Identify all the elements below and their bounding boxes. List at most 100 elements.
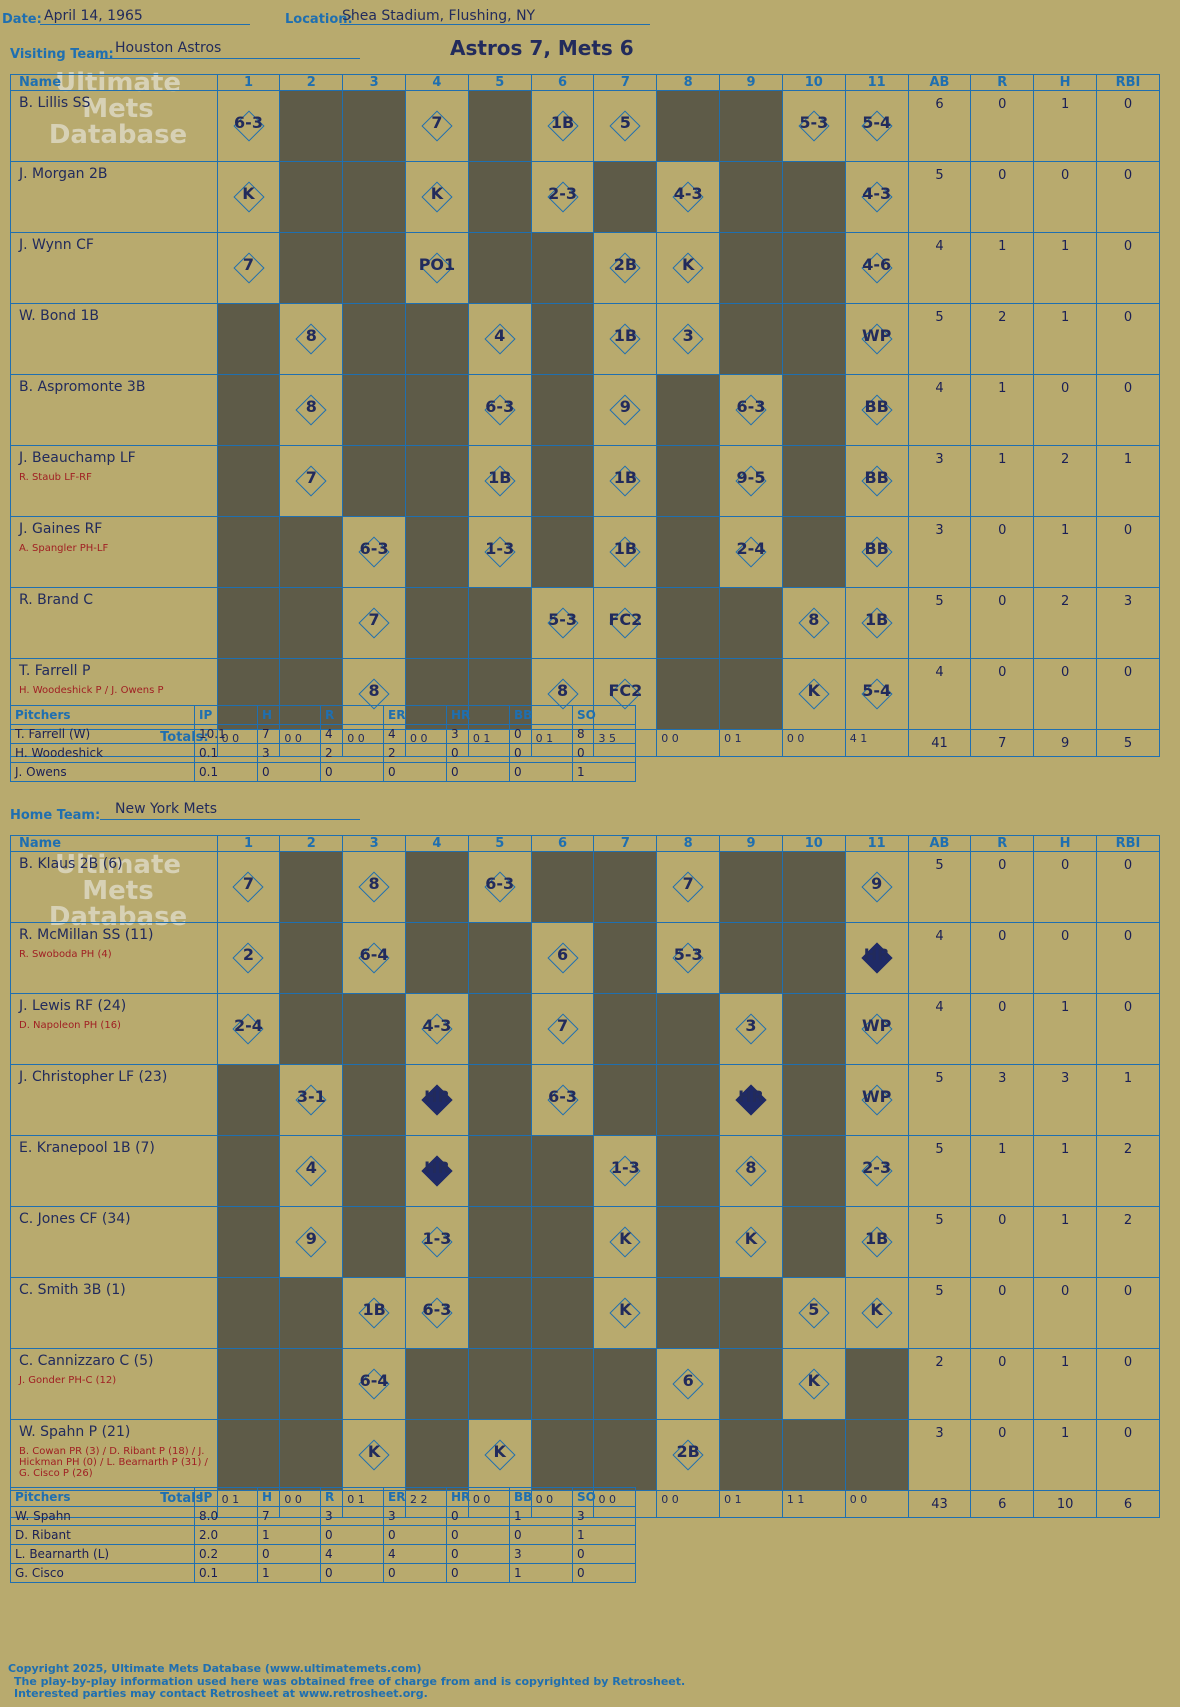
at-bat-cell: 6-4: [342, 922, 407, 994]
at-bat-result: 1B: [613, 539, 638, 558]
player-stat-r: 0: [970, 516, 1035, 588]
at-bat-result: 5-4: [862, 681, 892, 700]
at-bat-cell: [719, 90, 783, 162]
at-bat-cell: 7: [405, 90, 469, 162]
at-bat-cell: [405, 922, 469, 994]
pitcher-stat: 0: [446, 1563, 510, 1583]
at-bat-cell: HR: [844, 922, 909, 994]
at-bat-cell: [781, 516, 846, 588]
player-stat-rbi: 0: [1096, 851, 1160, 923]
pitcher-name: J. Owens: [10, 762, 195, 782]
player-stat-r: 0: [970, 658, 1035, 730]
location-label: Location:: [285, 12, 353, 27]
visiting-value: Houston Astros: [115, 40, 222, 56]
at-bat-cell: [279, 161, 344, 233]
player-stat-h: 1: [1033, 90, 1097, 162]
at-bat-cell: [781, 303, 846, 375]
player-stat-h: 1: [1033, 1135, 1097, 1207]
player-name-cell: J. Christopher LF (23): [10, 1064, 218, 1136]
at-bat-cell: [405, 516, 469, 588]
player-stat-h: 1: [1033, 516, 1097, 588]
substitute-names: A. Spangler PH-LF: [19, 543, 109, 554]
at-bat-cell: [342, 303, 407, 375]
inning-total-runs-hits: 4 1: [844, 729, 909, 757]
at-bat-cell: [530, 1419, 595, 1491]
at-bat-result: 9: [305, 1229, 317, 1248]
at-bat-cell: HR: [719, 1064, 783, 1136]
at-bat-cell: [781, 993, 846, 1065]
at-bat-cell: 1-3: [467, 516, 532, 588]
at-bat-result: K: [619, 1229, 632, 1248]
pitcher-stat: 1: [572, 762, 636, 782]
at-bat-cell: [279, 587, 344, 659]
team-total-h: 9: [1033, 729, 1097, 757]
pitcher-header-bb: BB: [509, 1487, 573, 1507]
at-bat-cell: [719, 161, 783, 233]
at-bat-cell: [719, 303, 783, 375]
player-name: B. Klaus 2B (6): [19, 856, 123, 872]
at-bat-result: 3: [682, 326, 694, 345]
player-stat-h: 1: [1033, 1419, 1097, 1491]
player-row: B. Klaus 2B (6) 7 8 6-3 7 9 5 0 0 0: [10, 851, 1160, 923]
player-name: J. Gaines RF: [19, 521, 103, 537]
player-row: B. Aspromonte 3B 8 6-3 9 6-3 BB 4 1 0 0: [10, 374, 1161, 446]
at-bat-result: 2-4: [234, 1016, 263, 1035]
at-bat-result: 8: [368, 681, 380, 700]
at-bat-result: 2-4: [736, 539, 766, 558]
at-bat-cell: 2-3: [844, 1135, 909, 1207]
at-bat-cell: [467, 232, 532, 304]
pitcher-stat: 0: [509, 762, 573, 782]
pitcher-stat: 0: [446, 762, 510, 782]
at-bat-result: 1B: [362, 1300, 386, 1319]
stat-header-r: R: [970, 835, 1035, 852]
at-bat-cell: 5: [781, 1277, 846, 1349]
at-bat-cell: [405, 445, 469, 517]
at-bat-cell: 1B: [844, 1206, 909, 1278]
at-bat-result: 5-4: [862, 113, 892, 132]
pitcher-stat: 0: [446, 1525, 510, 1545]
pitcher-header-so: SO: [572, 705, 636, 725]
footer-copyright: Copyright 2025, Ultimate Mets Database (…: [8, 1662, 422, 1675]
at-bat-cell: [781, 851, 846, 923]
player-stat-rbi: 0: [1095, 161, 1161, 233]
inning-header-7: 7: [593, 835, 658, 852]
at-bat-cell: K: [342, 1419, 407, 1491]
stat-header-ab: AB: [907, 835, 972, 852]
team-total-ab: 43: [907, 1490, 972, 1518]
home-label: Home Team:: [10, 808, 101, 823]
at-bat-cell: [530, 1348, 595, 1420]
player-stat-h: 3: [1033, 1064, 1097, 1136]
player-name: B. Lillis SS: [19, 95, 91, 111]
at-bat-cell: BB: [844, 516, 909, 588]
player-stat-rbi: 2: [1096, 1135, 1160, 1207]
inning-total-runs-hits: 0 0: [844, 1490, 909, 1518]
at-bat-result: BB: [864, 397, 889, 416]
pitcher-row: J. Owens 0.1 0 0 0 0 0 1: [10, 762, 636, 782]
inning-total-runs-hits: 0 0: [656, 729, 721, 757]
at-bat-cell: [467, 1348, 532, 1420]
at-bat-cell: 6-3: [467, 374, 532, 446]
player-stat-ab: 5: [907, 1064, 972, 1136]
pitcher-row: G. Cisco 0.1 1 0 0 0 1 0: [10, 1563, 636, 1583]
at-bat-result: 7: [305, 468, 317, 487]
at-bat-result: K: [242, 184, 255, 203]
pitcher-stat: 10.1: [194, 724, 258, 744]
team-total-h: 10: [1033, 1490, 1097, 1518]
at-bat-cell: [467, 1064, 532, 1136]
pitcher-stat: 0.1: [194, 1563, 258, 1583]
at-bat-cell: 2-4: [216, 993, 281, 1065]
at-bat-result: HR: [738, 1087, 764, 1106]
pitcher-stat: 0: [572, 1563, 636, 1583]
player-row: C. Jones CF (34) 9 1-3 K K 1B 5 0 1 2: [10, 1206, 1160, 1278]
at-bat-result: 6: [682, 1371, 694, 1390]
at-bat-result: HR: [863, 945, 890, 964]
pitcher-header-r: R: [320, 1487, 384, 1507]
player-row: J. Christopher LF (23) 3-1 HR 6-3 HR WP 5 3 3 1: [10, 1064, 1160, 1136]
at-bat-cell: [467, 161, 532, 233]
player-stat-h: 2: [1033, 587, 1097, 659]
stat-header-rbi: RBI: [1096, 835, 1160, 852]
at-bat-result: 5-3: [548, 610, 578, 629]
pitcher-name: D. Ribant: [10, 1525, 195, 1545]
at-bat-cell: [781, 1064, 846, 1136]
player-stat-ab: 4: [907, 993, 972, 1065]
